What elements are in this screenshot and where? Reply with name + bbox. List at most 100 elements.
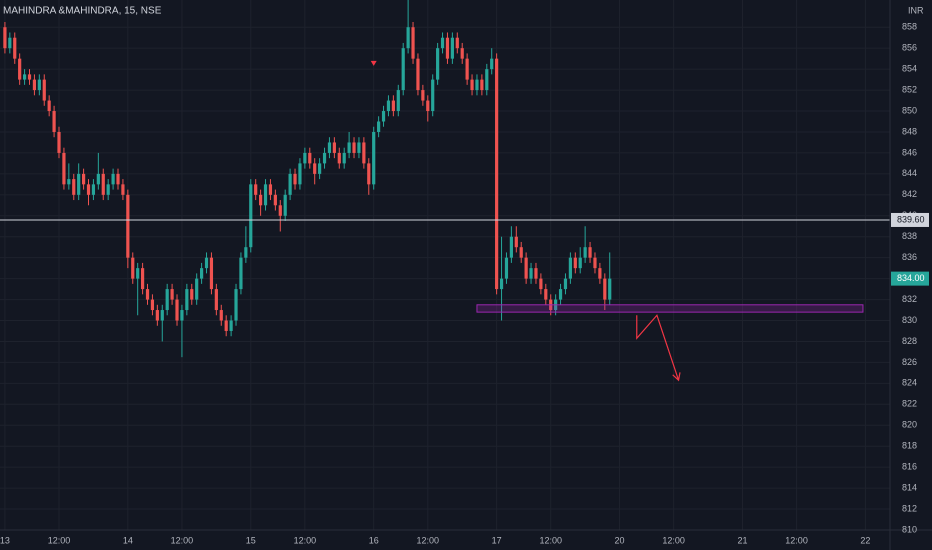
candle-body xyxy=(440,37,445,49)
y-tick-label: 856 xyxy=(902,43,917,53)
y-tick-label: 824 xyxy=(902,378,917,388)
x-tick-label: 14 xyxy=(123,535,133,545)
y-tick-label: 850 xyxy=(902,105,917,115)
y-tick-label: 814 xyxy=(902,482,917,492)
arrow-head xyxy=(672,372,681,382)
candle-body xyxy=(111,173,115,185)
candle-body xyxy=(116,173,120,185)
x-tick-label: 20 xyxy=(615,535,625,545)
candle-body xyxy=(598,268,602,279)
candle-body xyxy=(244,247,248,258)
candle-body xyxy=(303,152,307,164)
candle-body xyxy=(42,79,46,101)
hline-label-box xyxy=(891,212,929,227)
y-tick-label: 842 xyxy=(902,189,917,199)
candle-body xyxy=(391,100,395,112)
candle-body xyxy=(86,184,91,195)
candle-body xyxy=(396,90,400,112)
candle-body xyxy=(480,79,484,91)
candle-body xyxy=(283,194,287,216)
candle-body xyxy=(524,257,528,279)
candle-body xyxy=(27,74,32,80)
candle-body xyxy=(150,299,155,311)
arrow-path xyxy=(636,314,680,381)
x-tick-label: 15 xyxy=(246,535,256,545)
plot xyxy=(0,0,890,382)
candle-body xyxy=(465,58,469,80)
candle-body xyxy=(170,289,174,300)
candle-body xyxy=(381,111,386,122)
candle-body xyxy=(421,90,425,101)
candle-body xyxy=(450,37,454,59)
candle-body xyxy=(603,278,607,300)
y-tick-label: 828 xyxy=(902,336,917,346)
candle-body xyxy=(313,163,317,174)
candle-body xyxy=(308,152,312,164)
candle-body xyxy=(145,289,150,300)
candle-body xyxy=(214,289,218,311)
candle-body xyxy=(558,289,563,300)
candle-body xyxy=(445,37,450,59)
x-tick-label: 12:00 xyxy=(662,535,685,545)
candle-body xyxy=(190,289,194,300)
x-tick-label: 13 xyxy=(0,535,10,545)
candle-body xyxy=(37,79,41,91)
candle-body xyxy=(470,79,474,91)
y-tick-label: 836 xyxy=(902,252,917,262)
candle-body xyxy=(293,173,297,185)
candle-body xyxy=(357,142,361,153)
candle-body xyxy=(426,100,430,112)
y-tick-label: 810 xyxy=(902,524,917,534)
candle-body xyxy=(288,173,292,195)
y-tick-label: 838 xyxy=(902,231,917,241)
candle-body xyxy=(32,79,37,91)
candle-body xyxy=(372,131,376,185)
y-tick-label: 818 xyxy=(902,441,917,451)
candle-body xyxy=(81,173,86,185)
candle-body xyxy=(593,257,597,269)
candle-body xyxy=(490,58,494,70)
candle-body xyxy=(386,100,391,112)
y-tick-label: 846 xyxy=(902,147,917,157)
candle-body xyxy=(332,142,336,153)
candle-body xyxy=(13,37,17,59)
last-price-box xyxy=(891,271,929,286)
candle-body xyxy=(578,257,582,269)
candle-body xyxy=(588,247,592,258)
candle-body xyxy=(519,247,523,258)
candle-body xyxy=(563,278,568,290)
candle-body xyxy=(377,121,381,132)
candle-body xyxy=(165,289,169,311)
candle-body xyxy=(126,194,130,258)
candle-body xyxy=(455,37,459,49)
candle-body xyxy=(106,184,110,195)
candle-body xyxy=(72,179,76,195)
candle-body xyxy=(254,184,258,195)
candle-body xyxy=(322,152,327,164)
candle-body xyxy=(583,247,587,258)
y-tick-label: 822 xyxy=(902,399,917,409)
grid xyxy=(0,0,890,531)
y-tick-label: 854 xyxy=(902,64,917,74)
candle-body xyxy=(337,152,341,164)
candle-body xyxy=(180,310,184,321)
candle-body xyxy=(411,27,415,59)
candle-body xyxy=(534,268,538,279)
x-tick-label: 12:00 xyxy=(171,535,194,545)
candle-body xyxy=(367,163,371,185)
candle-body xyxy=(495,58,499,290)
candle-body xyxy=(436,48,440,80)
candle-body xyxy=(268,184,273,195)
candle-body xyxy=(347,142,351,153)
y-tick-label: 820 xyxy=(902,420,917,430)
y-tick-label: 848 xyxy=(902,126,917,136)
candle-body xyxy=(259,194,263,206)
y-tick-label: 844 xyxy=(902,168,917,178)
x-tick-label: 12:00 xyxy=(294,535,317,545)
last-price-label: 834.00 xyxy=(897,273,925,283)
candle-body xyxy=(504,257,509,279)
candle-body xyxy=(416,58,420,91)
candle-body xyxy=(160,310,164,321)
candle-body xyxy=(47,100,51,112)
